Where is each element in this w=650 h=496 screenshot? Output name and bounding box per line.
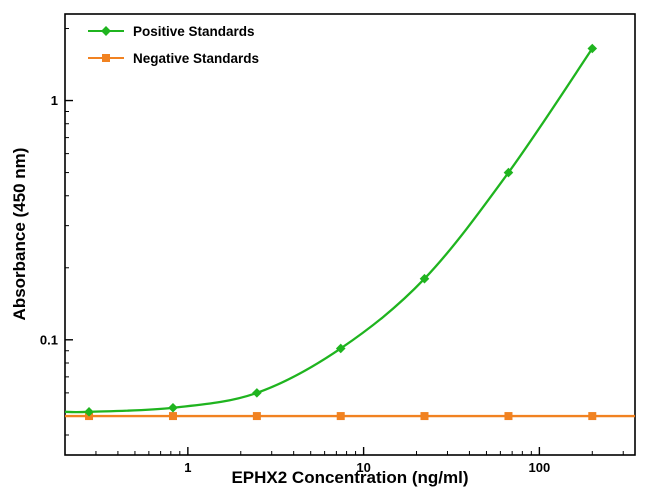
positive-series-line-swatch xyxy=(88,26,124,36)
y-axis-label: Absorbance (450 nm) xyxy=(10,147,29,321)
data-point-diamond xyxy=(252,388,262,398)
data-point-square xyxy=(252,412,261,421)
legend-entry-negative-standards: Negative Standards xyxy=(88,49,259,67)
tick-label: 1 xyxy=(184,460,191,475)
legend-label-negative: Negative Standards xyxy=(133,50,260,66)
tick-label: 1 xyxy=(51,93,58,108)
tick-label: 100 xyxy=(529,460,551,475)
data-point-diamond xyxy=(84,407,94,417)
data-point-square xyxy=(588,412,597,421)
tick-label: 10 xyxy=(356,460,370,475)
data-point-diamond xyxy=(419,273,430,284)
data-point-square xyxy=(504,412,513,421)
data-point-diamond xyxy=(587,43,598,54)
negative-square-marker-icon xyxy=(102,54,110,62)
data-point-square xyxy=(336,412,345,421)
data-point-diamond xyxy=(503,167,514,178)
legend-entry-positive-standards: Positive Standards xyxy=(88,22,259,40)
data-point-diamond xyxy=(335,343,346,354)
data-point-square xyxy=(420,412,429,421)
legend: Positive Standards Negative Standards xyxy=(88,22,259,67)
negative-series-line-swatch xyxy=(88,54,124,62)
x-axis-label: EPHX2 Concentration (ng/ml) xyxy=(231,468,469,487)
data-point-diamond xyxy=(168,402,178,413)
series-line xyxy=(64,47,594,414)
plot-frame xyxy=(64,13,636,456)
legend-label-positive: Positive Standards xyxy=(133,23,255,39)
data-point-square xyxy=(168,412,177,421)
positive-diamond-marker-icon xyxy=(101,26,111,36)
tick-label: 0.1 xyxy=(40,332,58,347)
